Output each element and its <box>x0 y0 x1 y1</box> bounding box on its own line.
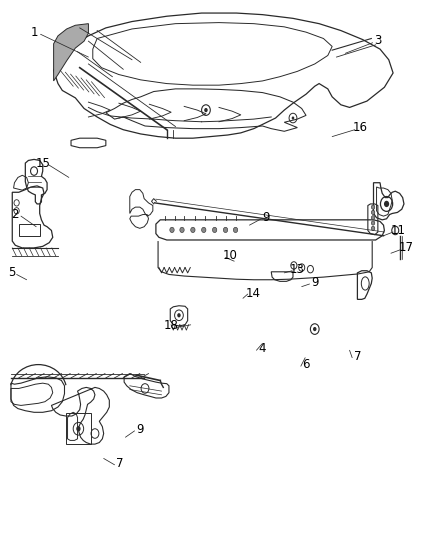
Text: 7: 7 <box>116 457 124 470</box>
Text: 10: 10 <box>223 249 237 262</box>
Circle shape <box>371 226 375 230</box>
Text: 16: 16 <box>353 121 368 134</box>
Text: 14: 14 <box>245 287 261 300</box>
Text: 15: 15 <box>35 157 50 169</box>
Circle shape <box>233 227 238 232</box>
Text: 2: 2 <box>11 208 19 221</box>
Circle shape <box>170 227 174 232</box>
Circle shape <box>204 108 208 112</box>
Text: 4: 4 <box>258 342 265 355</box>
Circle shape <box>223 227 228 232</box>
Polygon shape <box>53 23 88 81</box>
Text: 9: 9 <box>262 211 270 224</box>
Circle shape <box>371 221 375 225</box>
Circle shape <box>180 227 184 232</box>
Text: 3: 3 <box>374 34 381 46</box>
Text: 13: 13 <box>290 263 305 276</box>
Text: 17: 17 <box>399 241 413 254</box>
Circle shape <box>371 216 375 220</box>
Text: 9: 9 <box>311 276 318 289</box>
Circle shape <box>292 116 294 119</box>
Text: 11: 11 <box>391 224 406 237</box>
Text: 7: 7 <box>353 350 361 363</box>
Text: 5: 5 <box>9 266 16 279</box>
Circle shape <box>384 201 389 207</box>
Circle shape <box>177 313 181 317</box>
Text: 9: 9 <box>136 423 144 437</box>
Circle shape <box>76 426 81 431</box>
Circle shape <box>191 227 195 232</box>
Bar <box>19 224 40 236</box>
Bar <box>66 414 91 444</box>
Circle shape <box>371 211 375 215</box>
Circle shape <box>201 227 206 232</box>
Circle shape <box>212 227 217 232</box>
Text: 18: 18 <box>164 319 179 333</box>
Text: 1: 1 <box>30 26 38 38</box>
Circle shape <box>313 327 317 331</box>
Circle shape <box>371 205 375 209</box>
Text: 6: 6 <box>302 358 310 371</box>
